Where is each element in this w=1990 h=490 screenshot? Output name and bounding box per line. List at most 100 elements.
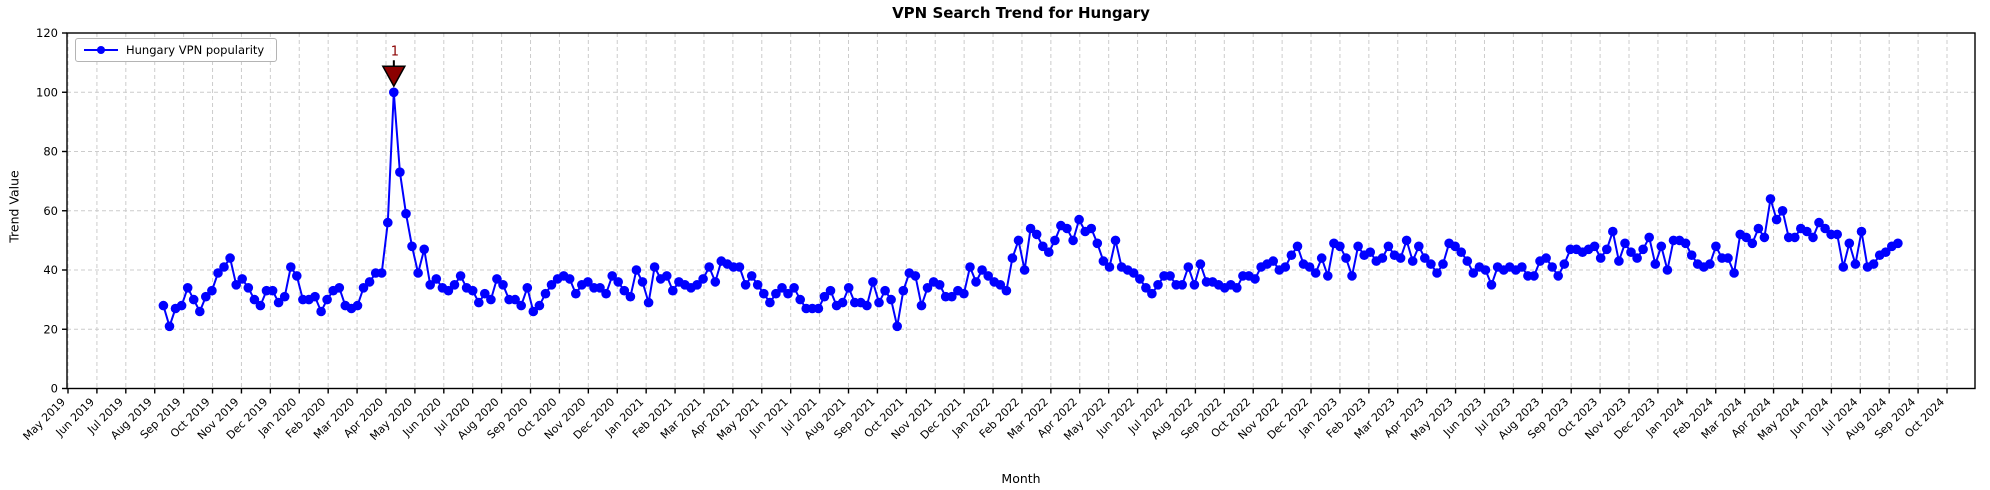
- data-point: [740, 280, 751, 290]
- data-point: [1893, 238, 1903, 249]
- data-point: [1019, 265, 1030, 275]
- data-point: [1771, 214, 1782, 225]
- y-tick-label: 120: [36, 26, 58, 40]
- data-point: [607, 271, 617, 281]
- data-point: [1832, 229, 1842, 240]
- data-point: [395, 167, 405, 177]
- legend-line-marker-sample: [84, 45, 118, 55]
- data-point: [1074, 214, 1084, 225]
- data-point: [631, 265, 642, 275]
- data-point: [249, 294, 260, 305]
- data-point: [522, 283, 533, 293]
- data-point: [1765, 194, 1776, 204]
- data-point: [995, 280, 1006, 290]
- data-point: [316, 306, 326, 317]
- data-point: [1280, 262, 1291, 272]
- data-point: [971, 277, 981, 287]
- data-point: [358, 283, 369, 293]
- data-points: [158, 87, 1903, 332]
- legend-label: Hungary VPN popularity: [126, 43, 265, 57]
- data-point: [1044, 247, 1054, 257]
- data-point: [1705, 259, 1715, 269]
- data-point: [1323, 271, 1333, 281]
- data-point: [449, 280, 460, 290]
- data-point: [583, 277, 593, 287]
- data-point: [704, 262, 714, 272]
- data-point: [947, 291, 957, 302]
- data-point: [1353, 241, 1363, 252]
- data-point: [534, 300, 545, 311]
- data-point: [1680, 238, 1691, 249]
- data-point: [595, 283, 605, 293]
- data-point: [492, 274, 502, 284]
- data-point: [546, 280, 557, 290]
- data-point: [1098, 256, 1109, 266]
- data-point: [934, 280, 945, 290]
- data-point: [195, 306, 205, 317]
- data-point: [1310, 268, 1321, 278]
- data-point: [1856, 226, 1867, 237]
- data-point: [1062, 223, 1072, 234]
- data-point: [364, 277, 375, 287]
- data-point: [1686, 250, 1697, 260]
- data-point: [1814, 217, 1824, 228]
- data-point: [1626, 247, 1636, 257]
- peak-annotation-label: 1: [391, 44, 399, 59]
- data-point: [1602, 244, 1612, 255]
- data-point: [1480, 265, 1491, 275]
- data-point: [376, 268, 387, 278]
- data-point: [892, 321, 902, 332]
- data-point: [158, 300, 169, 311]
- data-point: [1638, 244, 1648, 255]
- data-point: [1486, 280, 1497, 290]
- data-point: [431, 274, 442, 284]
- data-point: [1341, 253, 1351, 263]
- y-tick-label: 20: [43, 322, 58, 336]
- data-point: [425, 280, 436, 290]
- data-point: [1656, 241, 1667, 252]
- data-point: [1450, 241, 1460, 252]
- data-point: [843, 283, 854, 293]
- data-point: [759, 288, 769, 299]
- data-point: [1777, 206, 1788, 216]
- data-point: [1880, 247, 1891, 257]
- data-point: [455, 271, 466, 281]
- peak-annotation: 1: [381, 44, 407, 88]
- data-point: [401, 208, 411, 219]
- data-point: [746, 271, 757, 281]
- data-point: [1395, 253, 1406, 263]
- data-point: [1517, 262, 1527, 272]
- data-point: [637, 277, 648, 287]
- data-point: [813, 303, 824, 314]
- data-point: [1608, 226, 1618, 237]
- data-point: [668, 285, 678, 296]
- data-point: [383, 217, 393, 228]
- data-point: [1420, 253, 1430, 263]
- data-point: [1189, 280, 1200, 290]
- trend-line: [162, 91, 1899, 328]
- data-point: [777, 283, 787, 293]
- data-point: [498, 280, 508, 290]
- data-point: [1001, 285, 1012, 296]
- data-point: [1013, 235, 1024, 246]
- data-point: [886, 294, 896, 305]
- data-point: [1844, 238, 1855, 249]
- legend: Hungary VPN popularity: [75, 38, 278, 62]
- data-point: [1808, 232, 1818, 243]
- data-point: [789, 283, 799, 293]
- data-point: [1559, 259, 1570, 269]
- data-point: [407, 241, 417, 252]
- data-point: [267, 285, 278, 296]
- data-point: [662, 271, 672, 281]
- data-point: [1589, 241, 1600, 252]
- data-point: [564, 274, 575, 284]
- data-point: [825, 285, 836, 296]
- data-point: [1068, 235, 1078, 246]
- data-point: [1110, 235, 1121, 246]
- data-point: [1292, 241, 1303, 252]
- data-point: [1432, 268, 1442, 278]
- data-point: [1147, 288, 1157, 299]
- data-point: [977, 265, 987, 275]
- data-point: [1529, 271, 1539, 281]
